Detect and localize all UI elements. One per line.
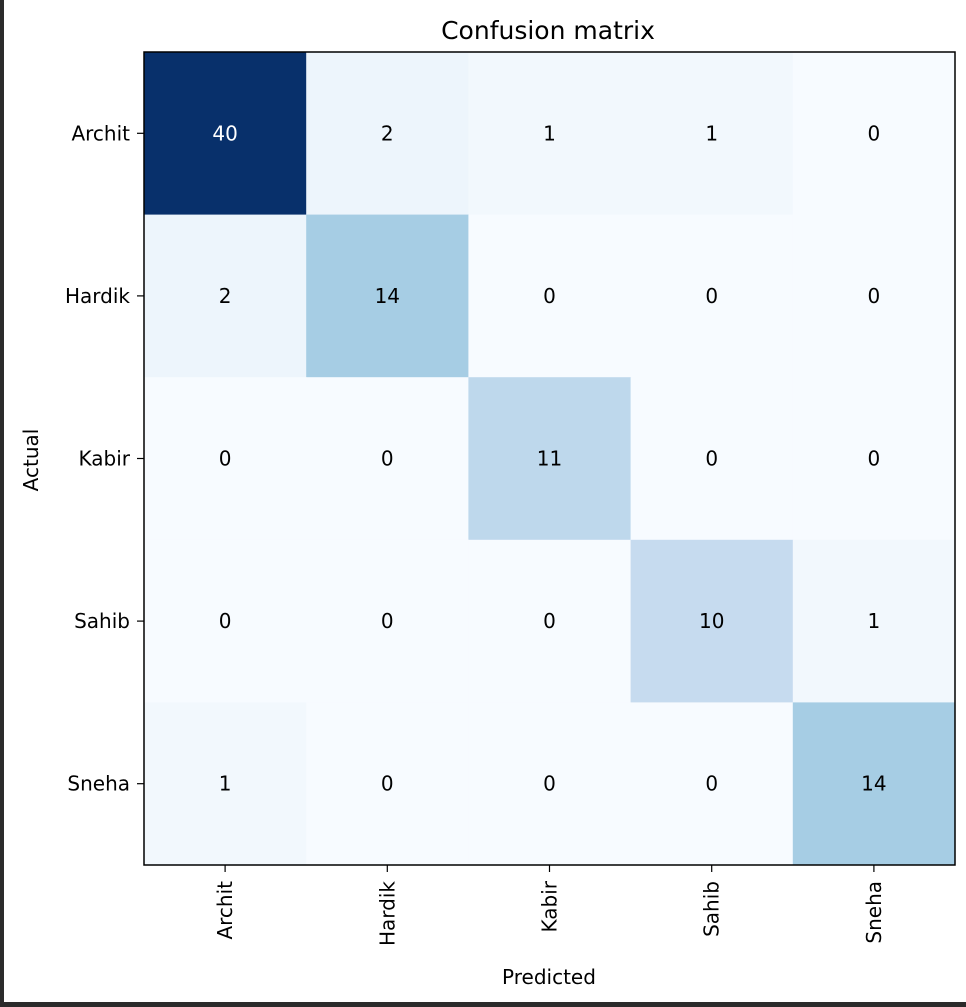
cell-value-labels: 40 2 1 1 02 14 0 0 00 0 11 0 00 0 0 10 11 0 0 0 14 (212, 121, 886, 795)
cell-value-label: 1 (219, 772, 232, 796)
heatmap-cell (144, 214, 307, 378)
cell-value-label: 14 (861, 772, 886, 796)
cell-value-label: 1 (705, 121, 718, 145)
heatmap-cells (144, 52, 956, 866)
cell-value-label: 0 (543, 284, 556, 308)
y-tick-label: Sneha (67, 772, 130, 796)
cell-value-label: 0 (868, 121, 881, 145)
y-axis-label: Actual (19, 429, 43, 492)
cell-value-label: 0 (868, 284, 881, 308)
y-tick-label: Sahib (74, 609, 130, 633)
heatmap-cell (144, 539, 307, 703)
heatmap-cell (792, 539, 956, 703)
cell-value-label: 0 (219, 447, 232, 471)
heatmap-cell (306, 214, 469, 378)
confusion-matrix-chart: Confusion matrix 40 2 1 1 02 14 0 0 00 0 11 0 00 0 0 10… (19, 16, 956, 989)
heatmap-cell (306, 702, 469, 866)
heatmap-cell (468, 52, 632, 216)
x-axis-ticks: Archit Hardik Kabir Sahib Sneha (213, 865, 886, 946)
heatmap-cell (468, 377, 632, 541)
heatmap-cell (468, 539, 632, 703)
cell-value-label: 0 (705, 284, 718, 308)
cell-value-label: 1 (543, 121, 556, 145)
cell-value-label: 40 (212, 121, 237, 145)
cell-value-label: 0 (705, 772, 718, 796)
heatmap-cell (468, 214, 632, 378)
cell-value-label: 1 (868, 609, 881, 633)
y-tick-label: Kabir (79, 447, 131, 471)
cell-value-label: 0 (543, 609, 556, 633)
heatmap-cell (306, 52, 469, 216)
heatmap-cell (792, 377, 956, 541)
y-axis-ticks: Archit Hardik Kabir Sahib Sneha (65, 121, 144, 796)
x-tick-label: Kabir (538, 880, 562, 932)
chart-title: Confusion matrix (441, 16, 655, 45)
cell-value-label: 14 (375, 284, 400, 308)
heatmap-cell (630, 52, 794, 216)
heatmap-cell (792, 214, 956, 378)
heatmap-cell (630, 702, 794, 866)
cell-value-label: 2 (381, 121, 394, 145)
y-tick-label: Hardik (65, 284, 130, 308)
cell-value-label: 0 (705, 447, 718, 471)
cell-value-label: 0 (219, 609, 232, 633)
heatmap-cell (306, 539, 469, 703)
cell-value-label: 10 (699, 609, 724, 633)
heatmap-cell (630, 214, 794, 378)
x-tick-label: Archit (213, 881, 237, 940)
cell-value-label: 0 (381, 772, 394, 796)
cell-value-label: 0 (381, 609, 394, 633)
cell-value-label: 2 (219, 284, 232, 308)
x-axis-label: Predicted (502, 965, 596, 989)
heatmap-cell (144, 702, 307, 866)
x-tick-label: Hardik (375, 881, 399, 946)
cell-value-label: 11 (537, 447, 562, 471)
figure-canvas: Confusion matrix 40 2 1 1 0 2 14 0 0 0 0 0 11 0 0 0 0 0 10… (4, 0, 966, 1002)
x-tick-label: Sahib (700, 881, 724, 937)
heatmap-cell (630, 377, 794, 541)
cell-value-label: 0 (543, 772, 556, 796)
heatmap-cell (630, 539, 794, 703)
heatmap-cell (792, 52, 956, 216)
heatmap-cell (306, 377, 469, 541)
cell-value-label: 0 (868, 447, 881, 471)
y-tick-label: Archit (71, 121, 130, 145)
cell-value-label: 0 (381, 447, 394, 471)
heatmap-cell (468, 702, 632, 866)
heatmap-cell (792, 702, 956, 866)
heatmap-cell (144, 52, 307, 216)
heatmap-cell (144, 377, 307, 541)
x-tick-label: Sneha (862, 881, 886, 944)
